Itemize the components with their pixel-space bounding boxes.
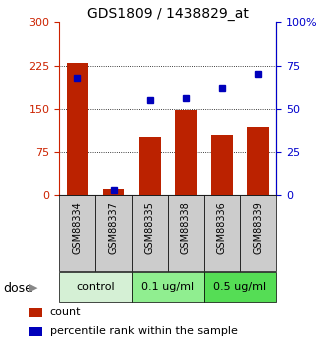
- Text: control: control: [76, 282, 115, 292]
- Text: dose: dose: [3, 282, 33, 295]
- Text: GSM88339: GSM88339: [253, 201, 263, 254]
- Bar: [247, 127, 269, 195]
- Text: GSM88337: GSM88337: [108, 201, 118, 254]
- Bar: [139, 137, 160, 195]
- Text: 0.1 ug/ml: 0.1 ug/ml: [141, 282, 194, 292]
- Bar: [204, 195, 240, 271]
- Bar: [29, 327, 42, 336]
- Bar: [59, 272, 132, 302]
- Text: GSM88338: GSM88338: [181, 201, 191, 254]
- Text: percentile rank within the sample: percentile rank within the sample: [50, 326, 238, 336]
- Bar: [204, 272, 276, 302]
- Bar: [66, 63, 88, 195]
- Text: GSM88335: GSM88335: [145, 201, 155, 254]
- Bar: [59, 195, 96, 271]
- Text: count: count: [50, 307, 81, 317]
- Bar: [29, 308, 42, 317]
- Bar: [211, 135, 233, 195]
- Text: GSM88334: GSM88334: [73, 201, 82, 254]
- Bar: [132, 272, 204, 302]
- Title: GDS1809 / 1438829_at: GDS1809 / 1438829_at: [87, 7, 249, 21]
- Text: ▶: ▶: [30, 283, 38, 293]
- Bar: [103, 189, 125, 195]
- Bar: [132, 195, 168, 271]
- Bar: [168, 195, 204, 271]
- Bar: [175, 110, 197, 195]
- Text: 0.5 ug/ml: 0.5 ug/ml: [213, 282, 266, 292]
- Text: GSM88336: GSM88336: [217, 201, 227, 254]
- Bar: [96, 195, 132, 271]
- Bar: [240, 195, 276, 271]
